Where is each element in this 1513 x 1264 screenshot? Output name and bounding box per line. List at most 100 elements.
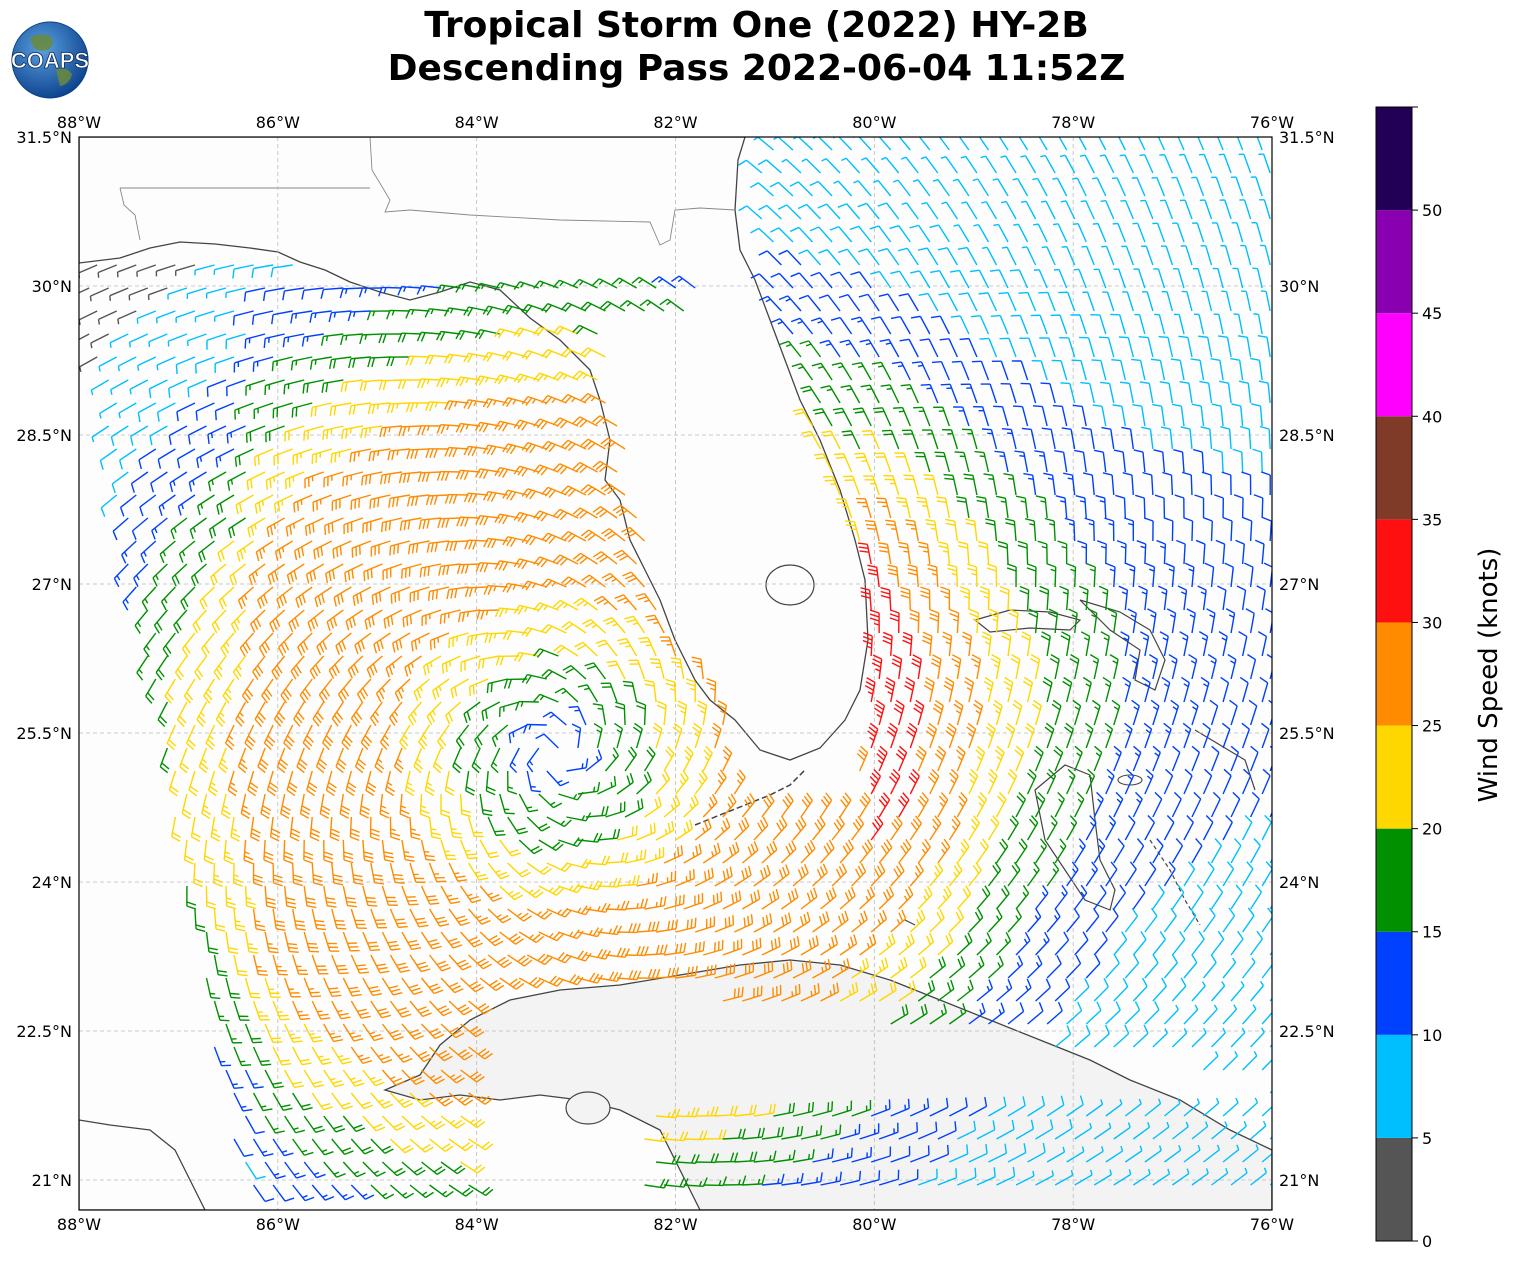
wind-barb xyxy=(793,137,814,151)
barb-feather xyxy=(830,316,841,321)
wind-barb xyxy=(367,356,391,368)
wind-barb xyxy=(1160,199,1174,220)
wind-barb xyxy=(950,315,970,335)
barb-staff xyxy=(1124,154,1134,174)
barb-half-feather xyxy=(520,282,525,288)
barb-feather xyxy=(326,429,329,440)
barb-staff xyxy=(1243,199,1252,220)
wind-barb xyxy=(424,354,450,365)
barb-staff xyxy=(1005,201,1017,220)
barb-half-feather xyxy=(543,375,548,381)
barb-staff xyxy=(1046,246,1056,266)
barb-staff xyxy=(1210,520,1213,542)
wind-barb xyxy=(552,371,579,382)
barb-staff xyxy=(847,294,861,312)
barb-feather xyxy=(290,360,294,371)
wind-barb xyxy=(910,270,931,289)
wind-barb xyxy=(1058,291,1076,312)
barb-staff xyxy=(194,264,215,271)
barb-feather xyxy=(1230,357,1240,361)
barb-staff xyxy=(865,157,880,174)
barb-staff xyxy=(777,181,794,197)
barb-feather xyxy=(840,384,851,388)
barb-half-feather xyxy=(753,137,759,141)
barb-staff xyxy=(846,248,861,266)
barb-feather xyxy=(1190,358,1201,361)
barb-staff xyxy=(997,224,1009,243)
barb-feather xyxy=(881,429,892,432)
barb-feather xyxy=(371,404,376,414)
barb-staff xyxy=(1067,292,1076,312)
barb-feather xyxy=(168,388,171,398)
wind-barb xyxy=(998,137,1009,151)
wind-barb xyxy=(1079,336,1095,358)
barb-feather xyxy=(301,337,305,347)
barb-feather xyxy=(890,270,900,275)
wind-barb xyxy=(463,352,489,363)
barb-feather xyxy=(206,387,209,397)
barb-staff xyxy=(1178,314,1185,335)
barb-half-feather xyxy=(910,527,917,530)
barb-feather xyxy=(435,284,442,294)
barb-half-feather xyxy=(411,309,415,315)
wind-barb xyxy=(195,402,215,421)
barb-staff xyxy=(919,316,931,335)
barb-staff xyxy=(79,310,98,321)
barb-feather xyxy=(989,269,1000,272)
barb-staff xyxy=(1170,474,1174,496)
wind-barb xyxy=(890,315,911,335)
barb-half-feather xyxy=(1012,133,1017,134)
wind-barb xyxy=(958,292,978,312)
barb-feather xyxy=(866,527,877,531)
wind-barb xyxy=(1178,335,1193,358)
wind-barb xyxy=(97,264,117,278)
barb-feather xyxy=(896,497,906,500)
barb-staff xyxy=(998,137,1009,151)
barb-feather xyxy=(428,355,434,365)
wind-barb xyxy=(341,425,364,440)
barb-staff xyxy=(156,310,176,319)
barb-staff xyxy=(1175,177,1185,197)
barb-half-feather xyxy=(1151,132,1156,133)
barb-feather xyxy=(291,408,294,418)
barb-feather xyxy=(405,402,411,413)
wind-barb xyxy=(348,402,371,416)
barb-feather xyxy=(969,269,980,273)
barb-half-feather xyxy=(1021,246,1028,249)
barb-staff xyxy=(91,379,110,391)
wind-barb xyxy=(920,156,939,174)
barb-feather xyxy=(265,480,269,490)
barb-feather xyxy=(930,269,940,274)
barb-feather xyxy=(790,272,800,278)
wind-barb xyxy=(252,356,274,372)
barb-feather xyxy=(810,317,821,322)
us-mainland-coastline xyxy=(79,137,869,761)
barb-feather xyxy=(846,524,856,527)
wind-barb xyxy=(1159,153,1174,174)
barb-staff xyxy=(1137,223,1146,243)
barb-feather xyxy=(911,361,922,364)
wind-barb xyxy=(137,402,157,423)
barb-staff xyxy=(429,494,450,497)
barb-feather xyxy=(859,339,870,343)
barb-staff xyxy=(1078,269,1087,289)
barb-staff xyxy=(980,361,990,381)
barb-staff xyxy=(1057,223,1068,243)
barb-half-feather xyxy=(1092,222,1099,225)
wind-barb xyxy=(898,293,919,312)
barb-feather xyxy=(402,426,407,436)
barb-feather xyxy=(910,270,920,274)
barb-staff xyxy=(1025,201,1037,220)
barb-half-feather xyxy=(801,158,807,163)
barb-half-feather xyxy=(993,223,999,227)
barb-half-feather xyxy=(230,479,234,485)
barb-staff xyxy=(1158,314,1166,335)
barb-staff xyxy=(409,355,430,358)
barb-half-feather xyxy=(1047,477,1054,480)
barb-feather xyxy=(463,306,470,316)
barb-staff xyxy=(867,293,880,312)
wind-barb xyxy=(1154,313,1166,335)
barb-feather xyxy=(1178,335,1188,339)
barb-half-feather xyxy=(825,343,832,347)
barb-feather xyxy=(386,356,391,367)
